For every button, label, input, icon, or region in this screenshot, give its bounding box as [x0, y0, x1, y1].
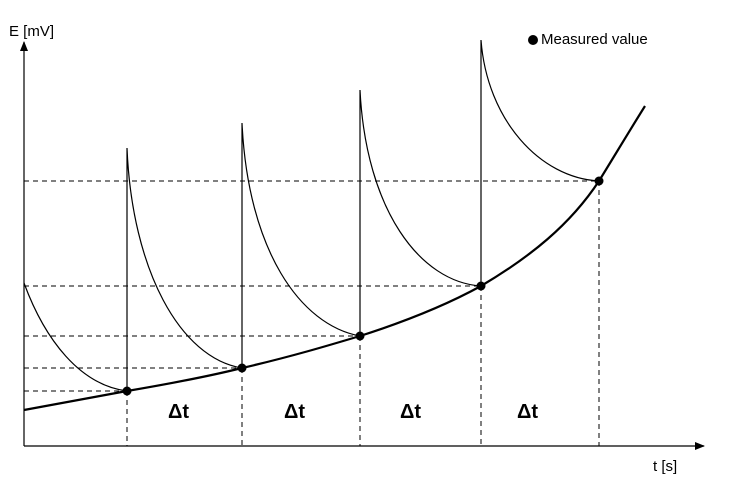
legend: Measured value [528, 31, 648, 48]
interval-label-2: Δt [284, 401, 306, 423]
decay-curve-2 [241, 122, 361, 368]
interval-label-3: Δt [400, 401, 422, 423]
decay-curve-3 [359, 89, 482, 336]
legend-dot-marker [528, 34, 538, 45]
baseline-curve [23, 105, 646, 412]
decay-curve-4 [480, 39, 600, 286]
decay-curves [23, 39, 600, 392]
measured-point-2 [237, 363, 247, 373]
horizontal-guides [24, 180, 599, 392]
legend-label: Measured value [541, 31, 648, 48]
interval-label-4: Δt [517, 401, 539, 423]
vertical-guides [126, 181, 600, 446]
measured-point-5 [594, 176, 604, 186]
y-axis-label: E [mV] [9, 23, 55, 40]
x-axis-label: t [s] [653, 458, 678, 475]
measured-point-3 [355, 331, 365, 341]
decay-curve-0 [23, 282, 128, 392]
measured-point-1 [122, 386, 132, 396]
measured-point-4 [476, 281, 486, 291]
decay-curve-1 [126, 147, 243, 391]
measured-points [122, 176, 604, 396]
interval-label-1: Δt [168, 401, 190, 423]
